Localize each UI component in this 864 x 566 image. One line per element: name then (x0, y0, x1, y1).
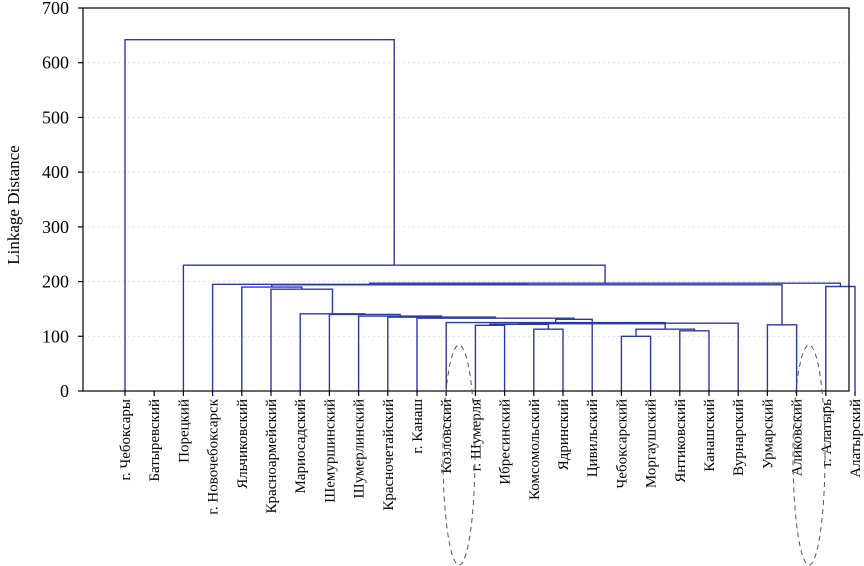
leaf-label: Аликовский (790, 399, 806, 476)
dendrogram-link (555, 318, 593, 391)
leaf-label: Батыревский (147, 399, 163, 482)
dendrogram-link (620, 335, 652, 391)
leaf-label: Красноармейский (264, 399, 280, 513)
dendrogram-link (211, 283, 528, 391)
dendrogram-links (124, 39, 856, 391)
y-axis-ticks: 0 100 200 300 400 500 600 700 (42, 0, 83, 401)
dendrogram-link (241, 286, 303, 391)
leaf-label: Урмарский (760, 399, 776, 469)
leaf-label: г. Шумерля (468, 399, 484, 471)
leaf-label: Чебоксарский (614, 399, 630, 488)
dendrogram-link (445, 321, 666, 391)
y-tick-label: 700 (42, 0, 69, 18)
dendrogram-link (357, 315, 443, 391)
y-tick-label: 0 (60, 381, 69, 401)
leaf-label: Комсомольский (527, 399, 543, 500)
dendrogram-link (124, 39, 395, 391)
leaf-label: Шумерлинский (352, 399, 368, 498)
leaf-label: Ибресинский (498, 399, 514, 485)
leaf-label: Цивильский (585, 399, 601, 477)
y-tick-label: 100 (42, 326, 69, 346)
y-tick-label: 600 (42, 53, 69, 73)
leaf-label: Яльчиковский (235, 399, 251, 489)
dendrogram-link (328, 313, 401, 391)
dendrogram-link (369, 282, 842, 287)
leaf-label: Шемуршинский (322, 399, 338, 503)
y-tick-label: 300 (42, 217, 69, 237)
leaf-label: Алатырский (848, 399, 864, 478)
leaf-label: г. Алатырь (819, 399, 835, 467)
highlight-ellipse-shumerlya (442, 344, 476, 566)
dendrogram-link (635, 328, 696, 337)
dendrogram-link (591, 322, 739, 391)
leaf-label: г. Чебоксары (118, 399, 134, 481)
leaf-label: Красночетайский (381, 399, 397, 511)
grid-lines (83, 62, 849, 337)
leaf-labels: г. Чебоксары Батыревский Порецкий г. Новоче… (118, 391, 864, 515)
leaf-label: Порецкий (176, 399, 192, 463)
leaf-label: Ядринский (556, 399, 572, 470)
leaf-label: Янтиковский (673, 399, 689, 483)
y-tick-label: 500 (42, 107, 69, 127)
leaf-label: Вурнарский (731, 399, 747, 476)
plot-frame (82, 7, 850, 392)
leaf-label: Мариосадский (293, 399, 309, 494)
leaf-label: Канашский (702, 399, 718, 472)
dendrogram-link (679, 330, 710, 391)
leaf-label: г. Канаш (410, 399, 426, 454)
dendrogram-link (474, 324, 506, 391)
y-axis-label: Linkage Distance (4, 145, 23, 264)
dendrogram-link (825, 285, 856, 391)
leaf-label: г. Новочебоксарск (206, 398, 222, 514)
dendrogram-link (299, 313, 366, 391)
y-tick-label: 200 (42, 272, 69, 292)
highlight-ellipse-alatyr (792, 344, 826, 566)
dendrogram-link (533, 328, 564, 391)
annotations (442, 344, 826, 566)
leaf-label: Моргаушский (644, 399, 660, 488)
dendrogram-link (387, 316, 497, 391)
leaf-label: Козловский (439, 399, 455, 474)
dendrogram-link (766, 324, 798, 391)
y-tick-label: 400 (42, 162, 69, 182)
dendrogram-link (270, 288, 334, 391)
